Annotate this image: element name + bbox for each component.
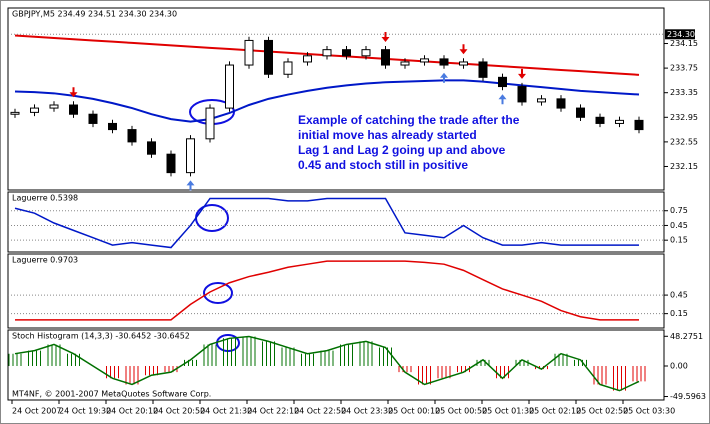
- candle-body: [342, 49, 351, 57]
- y-tick-label: -49.5963: [670, 392, 706, 401]
- panel-title: Stoch Histogram (14,3,3) -30.6452 -30.64…: [12, 332, 190, 341]
- annotation: 0.45 and stoch still in positive: [298, 158, 468, 172]
- annotation: initial move has already started: [298, 128, 477, 142]
- candle-body: [498, 76, 507, 88]
- y-tick-label: 0.15: [670, 236, 688, 245]
- x-tick-label: 25 Oct 02:10: [529, 407, 581, 416]
- x-tick-label: 24 Oct 22:50: [294, 407, 346, 416]
- chart-title: GBPJPY,M5 234.49 234.51 234.30 234.30: [12, 10, 177, 19]
- annotation: Lag 1 and Lag 2 going up and above: [298, 143, 506, 157]
- candle-body: [381, 49, 390, 66]
- candle-body: [400, 61, 410, 66]
- candle-body: [322, 49, 332, 57]
- y-tick-label: 0.45: [670, 221, 688, 230]
- y-tick-label: 0.15: [670, 309, 688, 318]
- panel-frame: [7, 191, 665, 253]
- x-tick-label: 24 Oct 20:50: [153, 407, 205, 416]
- x-tick-label: 24 Oct 22:10: [247, 407, 299, 416]
- sell-arrow: [518, 68, 526, 79]
- candle-body: [634, 119, 644, 131]
- candle-body: [595, 116, 605, 124]
- y-tick-label: 48.2751: [670, 332, 703, 341]
- x-tick-label: 24 Oct 23:30: [341, 407, 393, 416]
- buy-arrow: [186, 180, 195, 191]
- candle-body: [420, 58, 429, 63]
- panel-title: Laguerre 0.9703: [12, 256, 78, 265]
- y-tick-label: 0.00: [670, 362, 688, 371]
- candle-body: [556, 98, 566, 109]
- line: [14, 197, 639, 249]
- last-price-label: 234.30: [667, 30, 695, 39]
- x-tick-label: 25 Oct 00:50: [435, 407, 487, 416]
- candle-body: [361, 49, 371, 57]
- candle-body: [69, 104, 78, 115]
- panel-frame: [7, 7, 665, 191]
- candle-body: [108, 122, 117, 131]
- candle-body: [283, 61, 293, 75]
- candle-body: [49, 104, 59, 109]
- annotation: Example of catching the trade after the: [298, 113, 520, 127]
- line: [15, 260, 639, 321]
- x-tick-label: 24 Oct 21:30: [200, 407, 252, 416]
- x-tick-label: 24 Oct 20:10: [106, 407, 158, 416]
- y-tick-label: 0.75: [670, 206, 688, 215]
- y-tick-label: 0.45: [670, 291, 688, 300]
- candle-body: [205, 107, 215, 140]
- candle-body: [517, 86, 527, 103]
- candle-body: [478, 61, 488, 78]
- candle-body: [303, 55, 312, 63]
- candle-body: [537, 98, 546, 103]
- candle-body: [264, 39, 273, 75]
- last-price-box: [665, 29, 695, 40]
- copyright: MT4NF, © 2001-2007 MetaQuotes Software C…: [12, 390, 211, 399]
- buy-arrow: [440, 72, 448, 83]
- candle-body: [459, 61, 468, 66]
- candle-body: [186, 138, 195, 174]
- candle-body: [576, 107, 585, 118]
- panel-frame: [7, 329, 665, 401]
- sell-arrow: [459, 44, 468, 55]
- sell-arrow: [381, 31, 390, 42]
- candle-body: [10, 111, 20, 115]
- x-tick-label: 25 Oct 01:30: [482, 407, 534, 416]
- candle-body: [225, 64, 234, 109]
- y-tick-label: 232.15: [670, 162, 698, 171]
- candle-body: [88, 113, 98, 124]
- x-tick-label: 25 Oct 00:10: [388, 407, 440, 416]
- panel-frame: [7, 253, 665, 329]
- candle-body: [166, 153, 176, 174]
- panel-title: Laguerre 0.5398: [12, 194, 78, 203]
- x-tick-label: 24 Oct 2007: [12, 407, 61, 416]
- buy-arrow: [498, 94, 507, 105]
- x-tick-label: 25 Oct 02:50: [576, 407, 628, 416]
- candle-body: [439, 58, 449, 66]
- y-tick-label: 234.15: [670, 39, 698, 48]
- line: [14, 79, 640, 123]
- candle-body: [30, 107, 39, 113]
- y-tick-label: 232.95: [670, 113, 698, 122]
- highlight-ellipse: [203, 282, 233, 304]
- x-tick-label: 24 Oct 19:30: [59, 407, 111, 416]
- y-tick-label: 232.55: [670, 137, 698, 146]
- candle-body: [244, 39, 254, 66]
- candle-body: [615, 119, 624, 124]
- sell-arrow: [69, 87, 78, 98]
- x-tick-label: 25 Oct 03:30: [623, 407, 675, 416]
- line: [14, 335, 640, 392]
- y-tick-label: 233.75: [670, 64, 698, 73]
- candle-body: [147, 141, 156, 155]
- y-tick-label: 233.35: [670, 88, 698, 97]
- candle-body: [127, 129, 137, 143]
